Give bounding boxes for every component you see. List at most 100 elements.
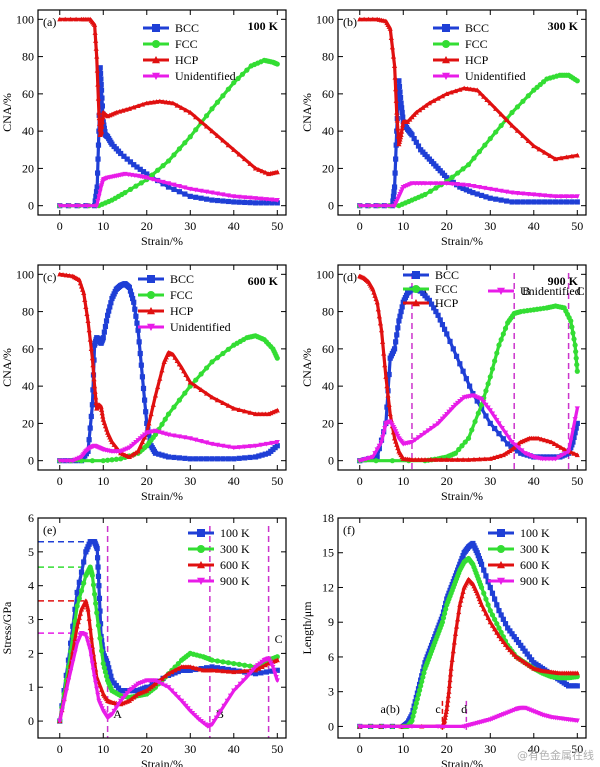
data-point (220, 350, 226, 357)
data-point (492, 425, 498, 432)
data-point (372, 293, 378, 298)
y-tick-label: 0 (28, 714, 34, 728)
data-point (187, 134, 193, 140)
data-point (95, 573, 102, 579)
data-point (370, 16, 376, 22)
legend-label: FCC (170, 288, 193, 302)
data-point (169, 671, 175, 677)
data-point (81, 559, 87, 565)
data-point (476, 149, 483, 155)
data-point (108, 300, 114, 306)
data-point (448, 407, 454, 413)
data-point (509, 190, 515, 196)
data-point (98, 76, 104, 82)
data-point (140, 385, 147, 392)
data-point (144, 420, 150, 427)
x-tick-label: 30 (484, 219, 496, 233)
data-point (475, 410, 481, 416)
data-point (452, 88, 459, 94)
data-point (137, 166, 143, 172)
data-point (478, 602, 485, 607)
data-point (420, 105, 426, 110)
plot-area (57, 539, 280, 729)
data-point (444, 175, 450, 181)
data-point (165, 454, 172, 460)
data-point (481, 399, 487, 405)
data-point (467, 188, 473, 194)
data-point (235, 75, 241, 82)
data-point (162, 683, 168, 689)
data-point (457, 184, 463, 190)
data-point (159, 676, 165, 681)
data-point (489, 612, 496, 618)
data-point (165, 181, 172, 186)
data-point (209, 657, 215, 663)
data-point (97, 635, 103, 641)
data-point (139, 101, 146, 107)
data-point (509, 122, 515, 128)
x-tick-label: 20 (441, 474, 453, 488)
data-point (551, 441, 558, 446)
data-point (547, 153, 553, 158)
data-point (144, 684, 150, 690)
y-tick-label: 3 (328, 685, 334, 699)
data-point (134, 320, 140, 326)
data-point (78, 588, 85, 594)
data-point (481, 94, 487, 99)
data-point (148, 411, 154, 417)
data-point (444, 331, 450, 337)
data-point (96, 121, 103, 126)
data-point (478, 192, 485, 199)
data-point (444, 412, 450, 417)
data-point (565, 449, 572, 454)
x-tick-label: 40 (228, 474, 240, 488)
data-point (214, 133, 221, 138)
x-tick-label: 10 (397, 219, 409, 233)
data-point (94, 203, 100, 209)
x-tick-label: 40 (228, 742, 240, 756)
data-point (131, 299, 137, 305)
y-axis-label: CNA/% (300, 348, 314, 387)
data-point (76, 595, 82, 601)
data-point (150, 402, 156, 407)
data-point (514, 191, 521, 196)
data-point (568, 438, 574, 444)
data-point (94, 67, 100, 73)
data-point (93, 680, 99, 686)
x-tick-label: 30 (484, 742, 496, 756)
data-point (101, 329, 107, 335)
x-tick-label: 20 (441, 219, 453, 233)
plot-frame (37, 9, 287, 216)
data-point (131, 162, 137, 168)
panel-label: (a) (43, 15, 56, 29)
data-point (214, 668, 221, 673)
legend-marker (497, 529, 505, 537)
data-point (433, 181, 439, 186)
data-point (160, 163, 166, 169)
data-point (571, 434, 577, 440)
data-point (118, 150, 124, 157)
data-point (220, 443, 226, 449)
data-point (76, 615, 82, 620)
data-point (193, 437, 199, 443)
data-point (187, 109, 193, 115)
data-point (420, 674, 426, 680)
data-point (135, 448, 141, 454)
legend-label: BCC (435, 268, 459, 282)
data-point (263, 669, 270, 675)
data-point (386, 402, 392, 407)
data-point (97, 701, 103, 706)
data-point (133, 450, 139, 455)
data-point (371, 289, 377, 295)
data-point (87, 625, 93, 631)
data-point (187, 456, 193, 462)
y-tick-label: 12 (322, 580, 334, 594)
data-point (108, 673, 114, 679)
data-point (536, 199, 542, 205)
marker-label: B (522, 284, 530, 298)
data-point (72, 606, 78, 612)
data-point (94, 53, 100, 59)
data-point (409, 457, 415, 462)
data-point (549, 456, 555, 462)
data-point (187, 436, 193, 441)
